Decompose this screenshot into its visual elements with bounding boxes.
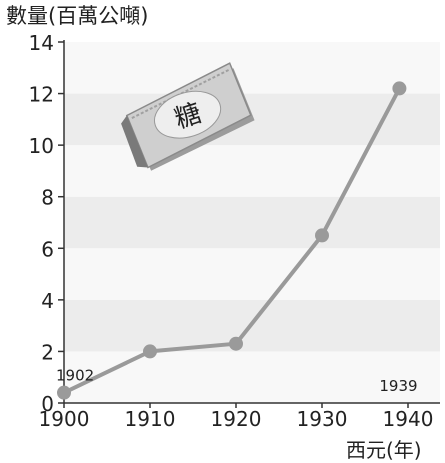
data-point — [143, 344, 157, 359]
grid-band — [64, 248, 440, 300]
x-tick-label: 1910 — [125, 407, 176, 431]
y-tick-label: 4 — [41, 289, 54, 313]
sugar-bag-icon: 糖 — [121, 62, 255, 171]
data-point — [57, 385, 71, 400]
x-tick-label: 1930 — [297, 407, 348, 431]
y-tick-label: 14 — [29, 31, 54, 55]
x-tick-label: 1900 — [39, 407, 90, 431]
point-label: 1902 — [56, 367, 94, 385]
x-tick-label: 1920 — [211, 407, 262, 431]
y-tick-label: 8 — [41, 186, 54, 210]
grid-bands — [64, 42, 440, 403]
y-axis-label: 數量(百萬公噸) — [6, 4, 149, 28]
chart-plot: 糖 0 2 4 6 8 10 12 14 1900 1910 1920 1930 1940 1902 193… — [29, 31, 440, 431]
tick-labels: 0 2 4 6 8 10 12 14 1900 1910 1920 1930 1940 1902 1939 — [29, 31, 434, 431]
grid-band — [64, 42, 440, 94]
data-point — [392, 81, 407, 96]
data-point — [315, 228, 329, 243]
grid-band — [64, 196, 440, 249]
data-points — [57, 81, 407, 400]
y-tick-label: 2 — [41, 340, 54, 364]
chart: 糖 0 2 4 6 8 10 12 14 1900 1910 1920 1930 1940 1902 193… — [6, 4, 440, 462]
x-axis-label: 西元(年) — [346, 438, 422, 462]
axes — [58, 40, 440, 408]
grid-band — [64, 145, 440, 197]
grid-band — [64, 351, 440, 403]
y-tick-label: 0 — [41, 392, 54, 416]
data-point — [229, 336, 243, 351]
y-tick-label: 12 — [29, 83, 54, 107]
y-tick-label: 6 — [41, 237, 54, 261]
point-label: 1939 — [379, 377, 417, 395]
y-tick-label: 10 — [29, 134, 54, 158]
x-tick-label: 1940 — [383, 407, 434, 431]
